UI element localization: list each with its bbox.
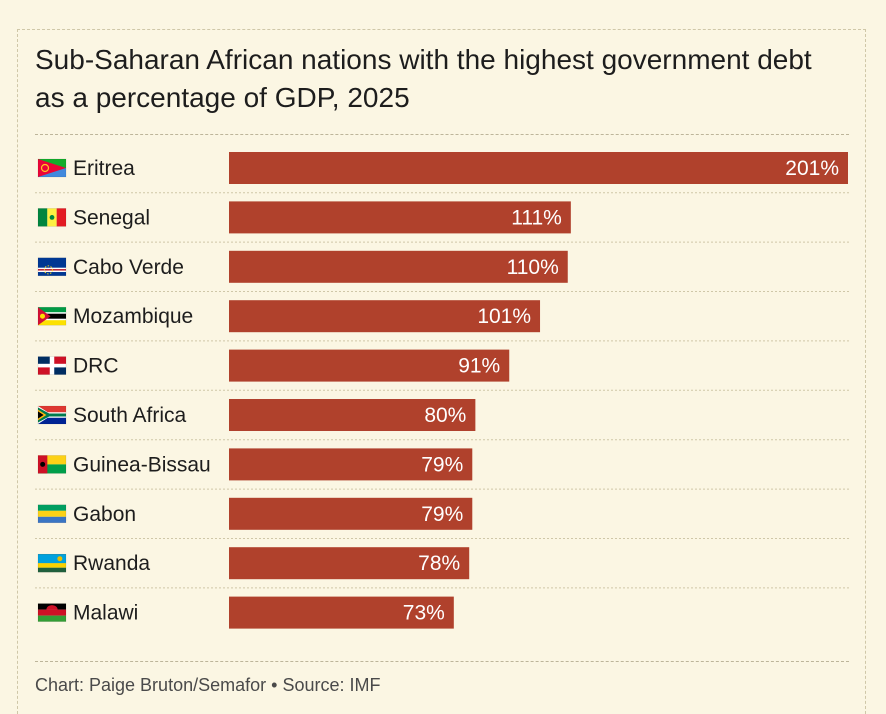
data-label: 201% (785, 157, 839, 180)
bar (229, 300, 541, 333)
bar (229, 152, 848, 184)
category-label: Malawi (73, 602, 138, 625)
bar (229, 399, 476, 431)
data-label: 73% (403, 602, 445, 625)
category-label: Rwanda (73, 552, 150, 575)
senegal-flag-icon (37, 208, 67, 227)
top-divider (35, 134, 849, 135)
category-label: Guinea-Bissau (73, 453, 211, 476)
category-label: Eritrea (73, 157, 135, 180)
data-label: 79% (421, 453, 463, 476)
rwanda-flag-icon (37, 553, 67, 573)
drc-flag-icon (37, 356, 67, 375)
category-label: Senegal (73, 206, 150, 229)
chart-frame (17, 29, 866, 714)
data-label: 91% (458, 355, 500, 378)
bar (229, 349, 510, 382)
data-label: 80% (424, 404, 466, 427)
mozambique-flag-icon (37, 306, 67, 326)
guinea-bissau-flag-icon (37, 455, 67, 474)
data-label: 101% (477, 305, 531, 328)
chart-footer: Chart: Paige Bruton/Semafor • Source: IMF (35, 675, 380, 696)
bar (229, 497, 473, 530)
cabo-verde-flag-icon (37, 257, 67, 277)
eritrea-flag-icon (37, 158, 67, 178)
category-label: DRC (73, 355, 119, 378)
south-africa-flag-icon (37, 405, 67, 425)
data-label: 78% (418, 552, 460, 575)
bar (229, 596, 454, 629)
category-label: South Africa (73, 404, 187, 427)
bar (229, 448, 473, 481)
data-label: 110% (507, 256, 559, 279)
malawi-flag-icon (37, 603, 67, 622)
chart-title: Sub-Saharan African nations with the hig… (35, 44, 812, 113)
footer-separator: • (271, 675, 278, 695)
bar (229, 250, 568, 283)
bar (229, 201, 571, 234)
category-label: Gabon (73, 503, 136, 526)
bar (229, 547, 470, 580)
bottom-divider (35, 661, 849, 662)
chart-credit: Chart: Paige Bruton/Semafor (35, 675, 267, 695)
category-label: Cabo Verde (73, 256, 184, 279)
chart-source: Source: IMF (282, 675, 381, 695)
category-label: Mozambique (73, 305, 193, 328)
data-label: 111% (511, 206, 562, 229)
gabon-flag-icon (37, 504, 67, 524)
data-label: 79% (421, 503, 463, 526)
